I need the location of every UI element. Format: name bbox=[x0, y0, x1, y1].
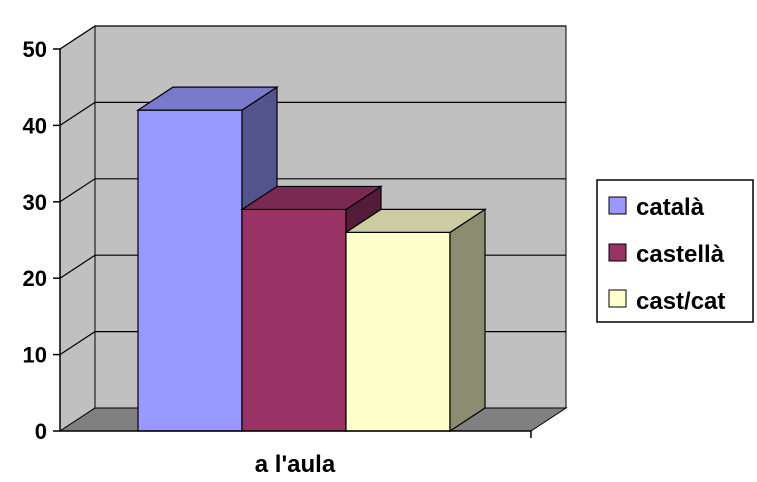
legend-swatch-castella bbox=[608, 243, 627, 262]
legend-label-cast-cat: cast/cat bbox=[636, 288, 725, 315]
y-tick-label: 20 bbox=[23, 266, 47, 291]
gridline bbox=[59, 25, 566, 50]
gridline bbox=[59, 101, 566, 126]
y-tick-label: 30 bbox=[23, 190, 47, 215]
y-tick-label: 10 bbox=[23, 343, 47, 368]
legend: català castellà cast/cat bbox=[596, 179, 754, 323]
bar-front bbox=[137, 109, 243, 432]
bar-top bbox=[239, 185, 384, 211]
y-tick-label: 0 bbox=[35, 419, 47, 444]
bar-front bbox=[241, 208, 347, 432]
bar-2 bbox=[343, 208, 488, 433]
legend-label-catala: català bbox=[636, 194, 705, 221]
bar-1 bbox=[239, 185, 384, 433]
gridline bbox=[59, 178, 566, 203]
axes bbox=[53, 48, 532, 438]
bar-side bbox=[449, 208, 486, 433]
legend-swatch-catala bbox=[608, 196, 627, 215]
y-tick-label: 40 bbox=[23, 113, 47, 138]
y-axis-ticks: 0 10 20 30 40 50 bbox=[23, 37, 47, 444]
legend-label-castella: castellà bbox=[636, 241, 725, 268]
bar-top bbox=[135, 86, 280, 111]
side-wall bbox=[59, 25, 96, 432]
bar-top bbox=[343, 208, 488, 233]
y-tick-label: 50 bbox=[23, 37, 47, 62]
legend-swatch-cast-cat bbox=[608, 289, 627, 308]
x-category-label: a l'aula bbox=[255, 451, 336, 478]
bars bbox=[135, 86, 488, 433]
bar-front bbox=[345, 231, 451, 432]
